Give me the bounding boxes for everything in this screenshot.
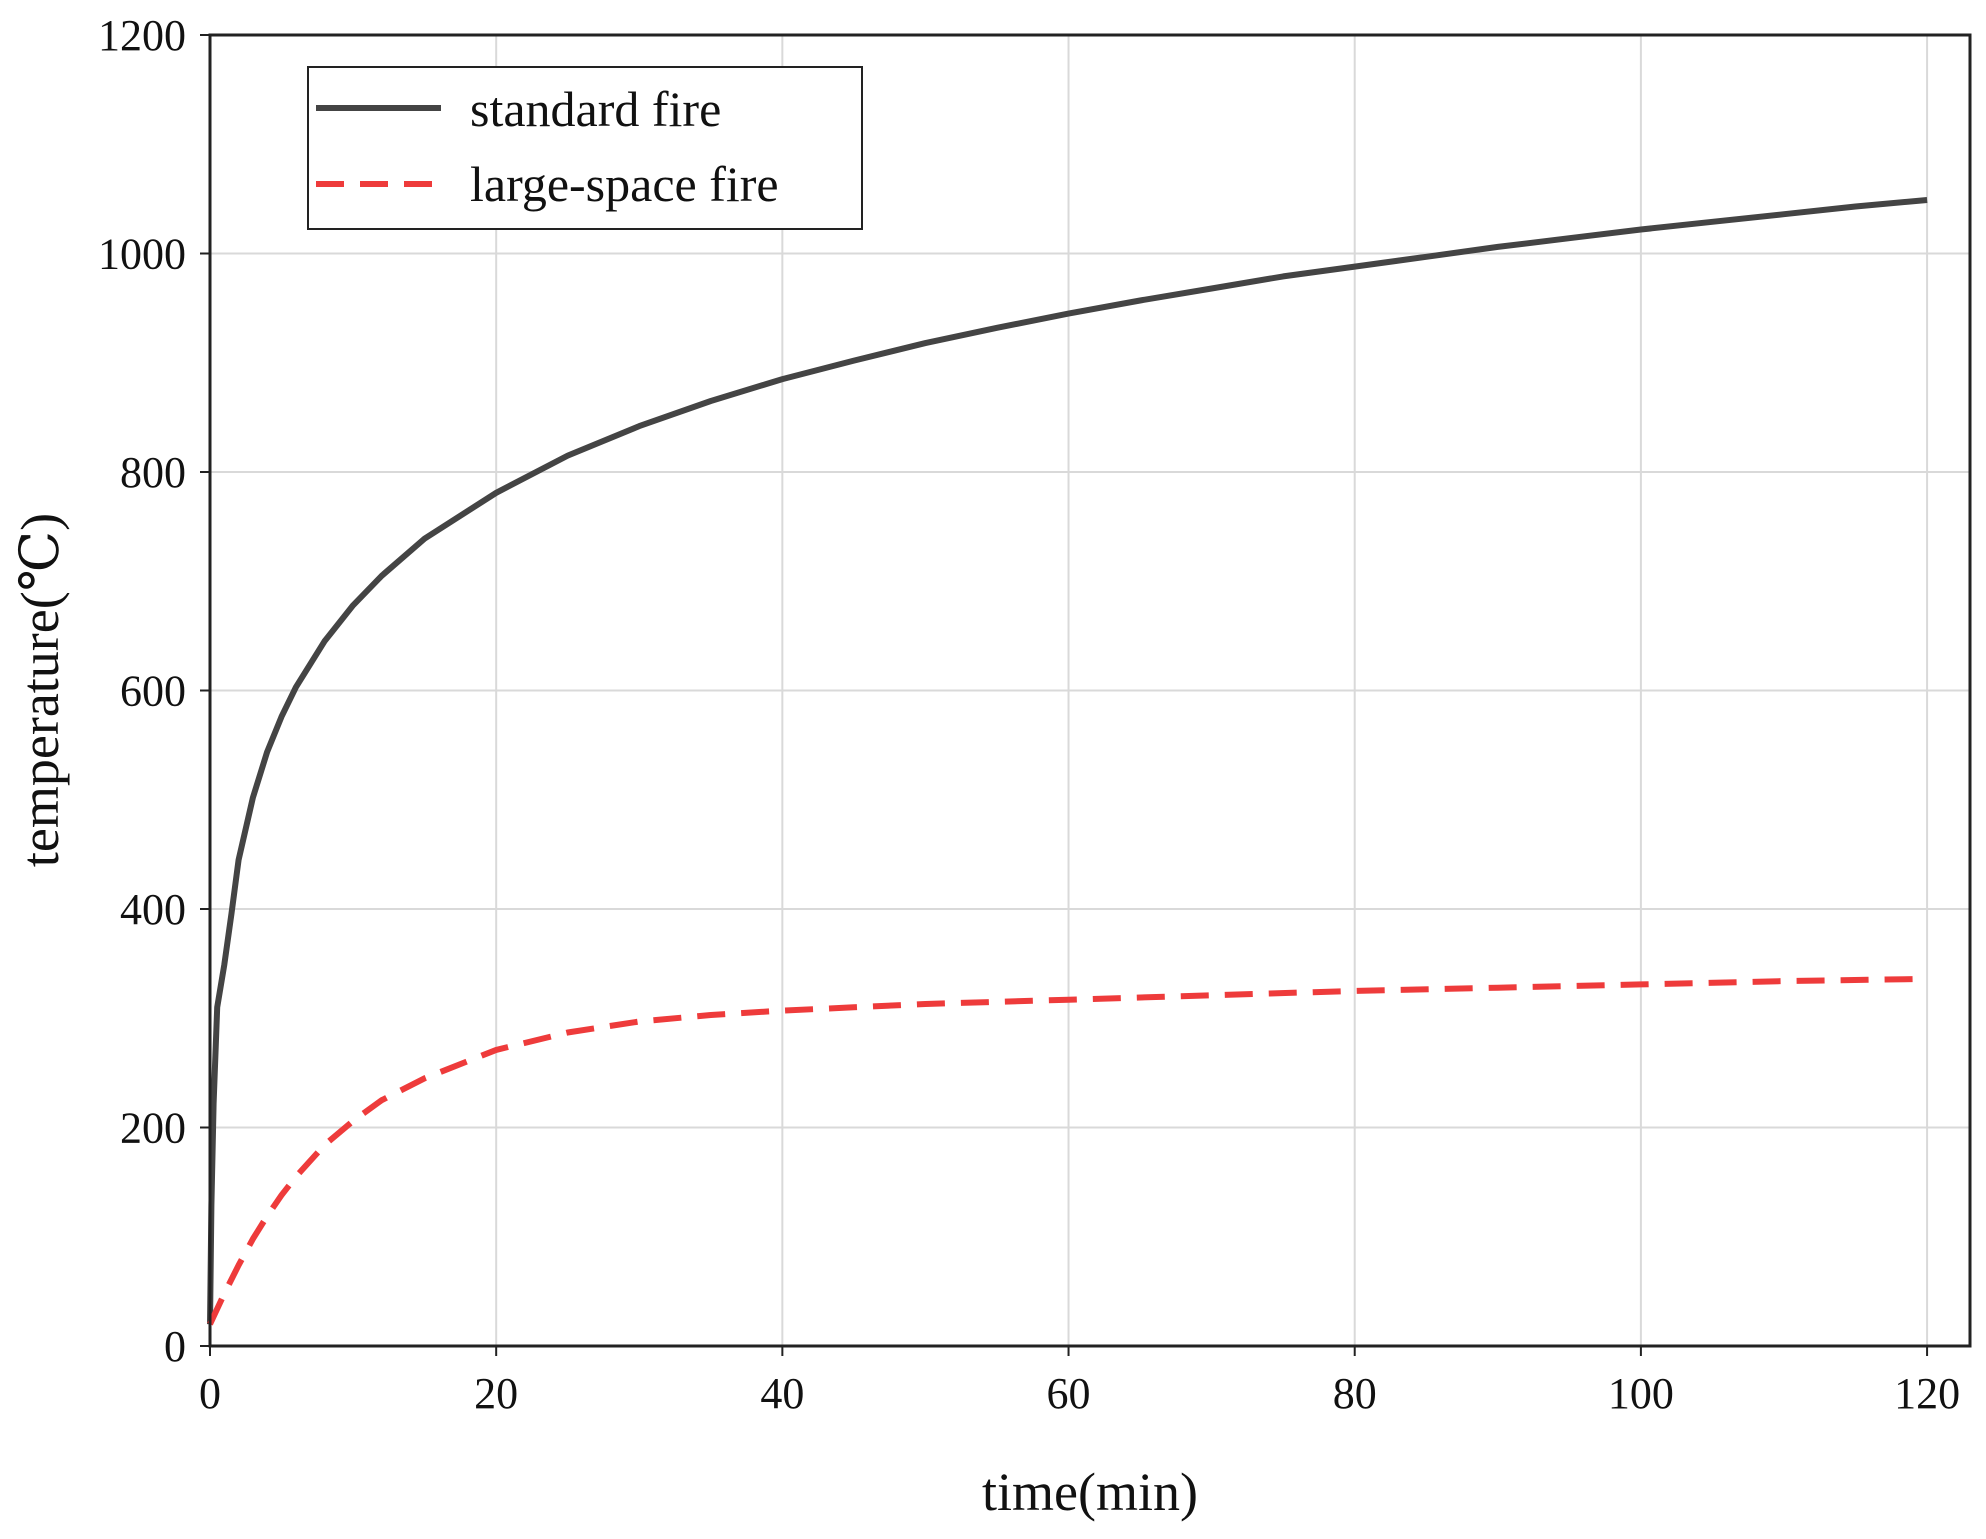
x-tick-label-40: 40 <box>760 1369 804 1418</box>
x-tick-label-80: 80 <box>1333 1369 1377 1418</box>
series-layer <box>207 197 1928 1326</box>
y-tick-label-400: 400 <box>120 885 186 934</box>
grid-layer <box>210 35 1970 1346</box>
y-tick-label-1200: 1200 <box>98 11 186 60</box>
y-tick-label-1000: 1000 <box>98 230 186 279</box>
x-tick-label-60: 60 <box>1047 1369 1091 1418</box>
x-tick-label-20: 20 <box>474 1369 518 1418</box>
legend-box <box>307 66 863 230</box>
y-tick-label-800: 800 <box>120 448 186 497</box>
series-line-standard-fire <box>207 197 1928 1325</box>
y-tick-label-200: 200 <box>120 1104 186 1153</box>
x-tick-label-100: 100 <box>1608 1369 1674 1418</box>
y-axis-label: temperature(℃) <box>10 513 70 867</box>
y-tick-label-600: 600 <box>120 667 186 716</box>
legend-label-large-space-fire: large-space fire <box>470 156 779 212</box>
x-axis-label: time(min) <box>982 1462 1198 1522</box>
legend: standard fire large-space fire <box>307 66 863 230</box>
legend-label-standard-fire: standard fire <box>470 81 721 137</box>
x-tick-label-120: 120 <box>1894 1369 1960 1418</box>
series-line-large-space-fire <box>207 975 1928 1326</box>
x-tick-label-0: 0 <box>199 1369 221 1418</box>
y-tick-label-0: 0 <box>164 1322 186 1371</box>
